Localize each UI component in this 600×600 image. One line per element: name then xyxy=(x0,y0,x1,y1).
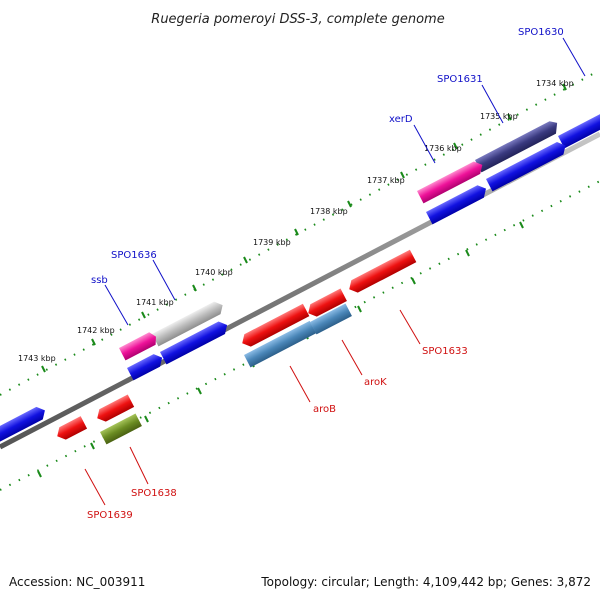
kbp-label-1742: 1742 kbp xyxy=(77,326,115,335)
major-ticks-outer xyxy=(41,83,567,373)
gene-red-spo1639[interactable] xyxy=(54,416,88,442)
gene-blue-left[interactable] xyxy=(0,404,48,443)
gene-label-spo1633: SPO1633 xyxy=(422,346,468,357)
gene-steel-arob[interactable] xyxy=(244,320,317,368)
gene-label-ssb: ssb xyxy=(91,275,108,286)
gene-label-spo1638: SPO1638 xyxy=(131,488,177,499)
gene-pink-ssb[interactable] xyxy=(119,330,159,361)
gene-label-spo1639: SPO1639 xyxy=(87,510,133,521)
kbp-label-1736: 1736 kbp xyxy=(424,144,462,153)
gene-red-spo1633[interactable] xyxy=(346,249,417,296)
gene-pink-xerd[interactable] xyxy=(417,159,486,204)
leader-lines-blue xyxy=(104,37,586,326)
gene-blue-ssb-lower[interactable] xyxy=(127,351,165,381)
gene-label-spo1631: SPO1631 xyxy=(437,74,483,85)
gene-blue-spo1630[interactable] xyxy=(558,111,600,149)
kbp-label-1741: 1741 kbp xyxy=(136,298,174,307)
kbp-label-1737: 1737 kbp xyxy=(367,176,405,185)
leader-lines-red xyxy=(84,309,421,506)
kbp-label-1743: 1743 kbp xyxy=(18,354,56,363)
kbp-label-1734: 1734 kbp xyxy=(536,79,574,88)
kbp-label-1740: 1740 kbp xyxy=(195,268,233,277)
accession-text: Accession: NC_003911 xyxy=(9,575,145,589)
gene-label-xerd: xerD xyxy=(389,114,413,125)
gene-red-arok[interactable] xyxy=(305,288,347,320)
topology-summary: Topology: circular; Length: 4,109,442 bp… xyxy=(260,575,591,589)
gene-red-arob[interactable] xyxy=(239,303,310,350)
gene-blue-spo1636-lower[interactable] xyxy=(160,319,230,365)
gene-red-spo1638[interactable] xyxy=(94,394,135,424)
gene-blue-right[interactable] xyxy=(486,139,569,192)
kbp-label-1739: 1739 kbp xyxy=(253,238,291,247)
gene-gray-spo1636[interactable] xyxy=(152,299,226,347)
gene-purple-spo1631[interactable] xyxy=(475,118,561,173)
gene-label-arob: aroB xyxy=(313,404,336,415)
kbp-label-1738: 1738 kbp xyxy=(310,207,348,216)
gene-steel-arok[interactable] xyxy=(310,303,352,335)
gene-label-spo1630: SPO1630 xyxy=(518,27,564,38)
map-title: Ruegeria pomeroyi DSS-3, complete genome xyxy=(151,12,444,27)
gene-olive-spo1638[interactable] xyxy=(100,413,142,445)
gene-label-spo1636: SPO1636 xyxy=(111,250,157,261)
gene-blue-xerd-lower[interactable] xyxy=(426,182,489,225)
gene-label-arok: aroK xyxy=(364,377,387,388)
